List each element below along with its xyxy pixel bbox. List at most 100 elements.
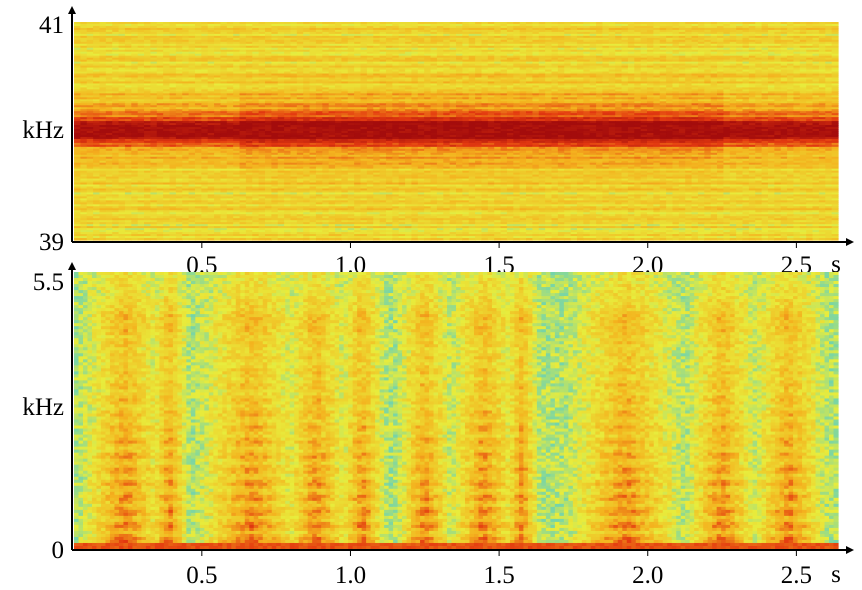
top-heatmap-cell xyxy=(576,25,584,29)
top-heatmap-cell xyxy=(124,39,132,43)
top-heatmap-cell xyxy=(252,22,260,25)
top-heatmap-cell xyxy=(653,35,661,39)
top-heatmap-cell xyxy=(717,63,724,67)
top-heatmap-cell xyxy=(392,53,400,57)
top-heatmap-cell xyxy=(303,47,311,51)
top-heatmap-cell xyxy=(481,55,489,59)
top-heatmap-cell xyxy=(214,53,222,57)
top-heatmap-cell xyxy=(717,51,724,55)
top-heatmap-cell xyxy=(239,51,247,55)
top-heatmap-cell xyxy=(659,23,667,27)
top-heatmap-cell xyxy=(214,49,222,53)
top-heatmap-cell xyxy=(519,31,527,35)
top-heatmap-cell xyxy=(258,29,266,33)
top-heatmap-cell xyxy=(500,49,508,53)
top-heatmap-cell xyxy=(417,59,425,63)
top-heatmap-cell xyxy=(526,25,533,29)
top-heatmap-cell xyxy=(583,69,591,73)
top-heatmap-cell xyxy=(831,51,839,55)
top-heatmap-cell xyxy=(799,27,807,31)
top-heatmap-cell xyxy=(608,37,616,41)
top-heatmap-cell xyxy=(736,57,744,61)
top-heatmap-cell xyxy=(647,37,654,41)
top-heatmap-cell xyxy=(150,65,158,69)
top-heatmap-cell xyxy=(462,35,470,39)
top-heatmap-cell xyxy=(118,57,126,61)
top-heatmap-cell xyxy=(761,53,769,57)
top-heatmap-cell xyxy=(296,47,304,51)
top-heatmap-cell xyxy=(373,27,381,31)
top-heatmap-cell xyxy=(328,51,336,55)
top-heatmap-cell xyxy=(570,53,578,57)
top-heatmap-cell xyxy=(175,43,183,47)
top-heatmap-cell xyxy=(322,59,330,63)
top-heatmap-cell xyxy=(284,25,292,29)
top-heatmap-cell xyxy=(825,59,833,63)
top-heatmap-cell xyxy=(449,22,457,25)
top-heatmap-cell xyxy=(640,57,648,61)
top-heatmap-cell xyxy=(806,33,814,37)
top-heatmap-cell xyxy=(659,49,667,53)
top-heatmap-cell xyxy=(112,39,120,43)
top-heatmap-cell xyxy=(653,53,661,57)
top-heatmap-cell xyxy=(545,63,553,67)
top-heatmap-cell xyxy=(685,33,693,37)
top-heatmap-cell xyxy=(653,59,661,63)
top-heatmap-cell xyxy=(748,31,756,35)
top-heatmap-cell xyxy=(538,61,546,65)
top-heatmap-cell xyxy=(226,61,234,65)
top-heatmap-cell xyxy=(659,39,667,43)
top-heatmap-cell xyxy=(347,59,355,63)
top-heatmap-cell xyxy=(296,69,304,73)
top-heatmap-cell xyxy=(182,49,190,53)
top-heatmap-cell xyxy=(596,29,604,33)
top-heatmap-cell xyxy=(194,43,202,47)
top-heatmap-cell xyxy=(245,39,253,43)
top-heatmap-cell xyxy=(672,39,680,43)
top-heatmap-cell xyxy=(806,29,814,33)
top-heatmap-cell xyxy=(576,53,584,57)
top-heatmap-cell xyxy=(627,39,635,43)
top-heatmap-cell xyxy=(538,59,546,63)
top-heatmap-cell xyxy=(271,47,279,51)
top-heatmap-cell xyxy=(86,69,94,73)
top-heatmap-cell xyxy=(80,51,88,55)
top-heatmap-cell xyxy=(379,39,387,43)
top-heatmap-cell xyxy=(532,63,540,67)
top-heatmap-cell xyxy=(672,51,680,55)
top-heatmap-cell xyxy=(564,61,572,65)
top-heatmap-cell xyxy=(634,69,642,73)
top-heatmap-cell xyxy=(564,69,572,73)
top-heatmap-cell xyxy=(303,59,311,63)
top-heatmap-cell xyxy=(717,45,724,49)
top-heatmap-cell xyxy=(417,63,425,67)
top-heatmap-cell xyxy=(748,63,756,67)
top-heatmap-cell xyxy=(296,55,304,59)
top-heatmap-cell xyxy=(245,57,253,61)
top-heatmap-cell xyxy=(519,22,527,25)
top-heatmap-cell xyxy=(315,47,323,51)
top-heatmap-cell xyxy=(449,37,457,41)
top-heatmap-cell xyxy=(392,65,400,69)
top-heatmap-cell xyxy=(284,41,292,45)
top-heatmap-cell xyxy=(551,63,559,67)
top-heatmap xyxy=(74,22,839,241)
top-heatmap-cell xyxy=(443,39,451,43)
top-heatmap-cell xyxy=(640,45,648,49)
top-heatmap-cell xyxy=(742,25,750,29)
top-heatmap-cell xyxy=(436,31,444,35)
top-heatmap-cell xyxy=(653,33,661,37)
top-heatmap-cell xyxy=(596,55,604,59)
top-heatmap-cell xyxy=(621,35,629,39)
top-heatmap-cell xyxy=(589,69,597,73)
top-heatmap-cell xyxy=(347,63,355,67)
top-heatmap-cell xyxy=(220,55,228,59)
top-heatmap-cell xyxy=(214,35,222,39)
top-heatmap-cell xyxy=(366,49,374,53)
top-heatmap-cell xyxy=(538,41,546,45)
top-heatmap-cell xyxy=(80,65,88,69)
top-heatmap-cell xyxy=(456,69,463,73)
top-heatmap-cell xyxy=(787,45,795,49)
top-heatmap-cell xyxy=(284,29,292,33)
top-heatmap-cell xyxy=(570,67,578,71)
